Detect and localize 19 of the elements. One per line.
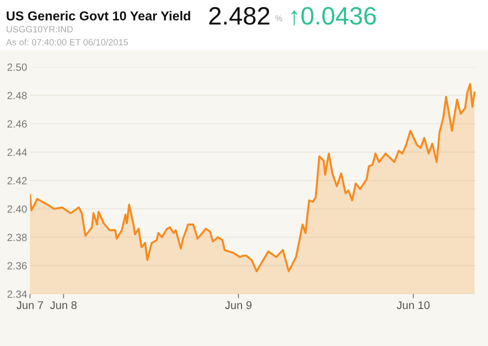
text: As of: 07:40:00 ET 06/10/2015 (6, 38, 128, 46)
y-tick-label: 2.48 (7, 92, 27, 100)
text: % (275, 15, 282, 22)
y-tick-label: 2.36 (7, 262, 27, 270)
y-tick-label: 2.34 (7, 290, 27, 298)
chart-subtitle: USGG10YR:IND (6, 26, 73, 32)
y-tick-label: 2.46 (7, 120, 27, 128)
x-tick-label: Jun 10 (396, 301, 430, 310)
y-tick-label: 2.40 (7, 205, 27, 213)
chart-title: US Generic Govt 10 Year Yield (6, 10, 190, 20)
y-tick-label: 2.50 (7, 64, 27, 71)
text: ↑0.0436 (291, 7, 376, 26)
x-tick-label: Jun 9 (225, 301, 252, 310)
y-tick-label: 2.38 (7, 234, 27, 242)
text: 2.482 (209, 7, 270, 25)
x-tick-label: Jun 7 (16, 301, 44, 310)
y-tick-label: 2.42 (7, 177, 27, 184)
y-tick-label: 2.44 (7, 148, 27, 156)
x-tick-label: Jun 8 (50, 301, 77, 310)
